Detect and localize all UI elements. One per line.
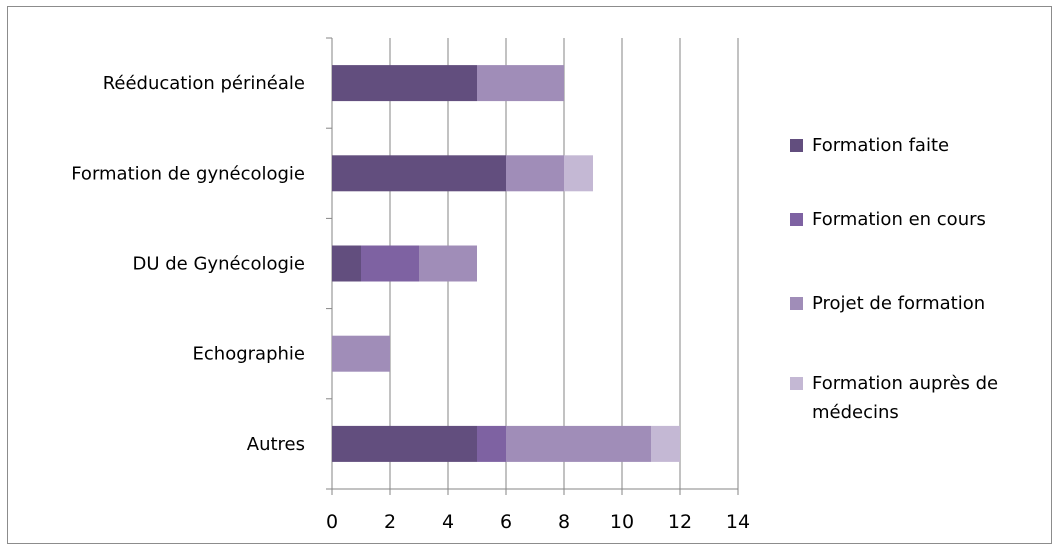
x-tick-label-6: 12 xyxy=(668,511,692,533)
x-tick-label-3: 6 xyxy=(500,511,512,533)
legend-swatch-2 xyxy=(790,297,803,310)
legend-item-3: Formation auprès de médecins xyxy=(790,369,1037,427)
legend-swatch-3 xyxy=(790,377,803,390)
legend-label-0: Formation faite xyxy=(812,135,950,156)
x-tick-label-7: 14 xyxy=(726,511,750,533)
legend-label-3: Formation auprès de médecins xyxy=(812,373,999,423)
x-tick-label-1: 2 xyxy=(384,511,396,533)
bar-1-4 xyxy=(477,425,506,462)
bar-3-1 xyxy=(564,155,593,192)
bar-2-2 xyxy=(419,245,477,282)
bar-2-3 xyxy=(332,335,390,372)
bar-0-0 xyxy=(332,65,477,102)
legend-label-2: Projet de formation xyxy=(812,293,986,314)
bar-2-0 xyxy=(477,65,564,102)
bar-0-1 xyxy=(332,155,506,192)
legend-item-0: Formation faite xyxy=(790,131,1037,160)
bar-2-4 xyxy=(506,425,651,462)
x-tick-label-5: 10 xyxy=(610,511,634,533)
category-label-1: Formation de gynécologie xyxy=(71,163,305,184)
category-label-4: Autres xyxy=(247,434,305,455)
legend-swatch-0 xyxy=(790,139,803,152)
bar-0-4 xyxy=(332,425,477,462)
category-label-0: Rééducation périnéale xyxy=(103,73,305,94)
x-tick-label-2: 4 xyxy=(442,511,454,533)
legend-swatch-1 xyxy=(790,213,803,226)
x-tick-label-4: 8 xyxy=(558,511,570,533)
legend-item-2: Projet de formation xyxy=(790,289,1037,318)
bar-2-1 xyxy=(506,155,564,192)
legend-label-1: Formation en cours xyxy=(812,209,986,230)
x-tick-label-0: 0 xyxy=(326,511,338,533)
bar-3-4 xyxy=(651,425,680,462)
category-label-3: Echographie xyxy=(193,344,305,365)
category-label-2: DU de Gynécologie xyxy=(133,254,306,275)
bar-0-2 xyxy=(332,245,361,282)
bar-1-2 xyxy=(361,245,419,282)
legend-item-1: Formation en cours xyxy=(790,205,1037,234)
